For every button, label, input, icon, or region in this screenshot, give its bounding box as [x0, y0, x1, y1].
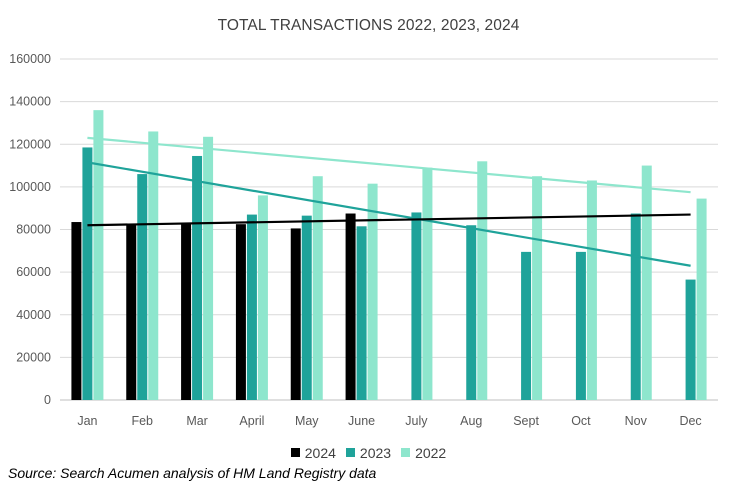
legend-label: 2022: [415, 444, 447, 461]
x-tick-label: April: [239, 414, 264, 428]
bar-2024-feb: [126, 224, 137, 400]
y-tick-label: 140000: [9, 95, 51, 109]
x-tick-label: Oct: [571, 414, 591, 428]
y-tick-label: 80000: [16, 223, 51, 237]
bar-2023-july: [411, 212, 422, 400]
y-tick-label: 120000: [9, 137, 51, 151]
bar-2022-april: [257, 195, 268, 400]
bar-2023-feb: [137, 174, 148, 400]
bar-2024-mar: [181, 224, 192, 400]
bar-2023-june: [356, 226, 367, 400]
y-tick-label: 60000: [16, 265, 51, 279]
bar-2022-dec: [696, 198, 707, 400]
x-tick-label: Feb: [131, 414, 153, 428]
legend-label: 2023: [359, 444, 392, 461]
x-tick-label: Dec: [679, 414, 701, 428]
bar-2024-may: [290, 228, 301, 400]
x-tick-label: Aug: [460, 414, 482, 428]
bar-2023-dec: [685, 279, 696, 400]
bar-2023-mar: [192, 155, 203, 400]
y-tick-label: 0: [44, 393, 51, 407]
x-tick-label: Jan: [77, 414, 97, 428]
bar-2022-mar: [203, 136, 214, 400]
bar-2024-jan: [71, 222, 82, 400]
bar-2024-june: [345, 213, 356, 400]
trendline-2022: [87, 136, 691, 194]
legend-item-2024: 2024: [290, 444, 336, 461]
bar-2022-june: [367, 183, 378, 400]
legend-item-2023: 2023: [345, 444, 392, 461]
trendline-2024: [87, 213, 691, 227]
y-tick-label: 160000: [9, 52, 51, 66]
bar-2022-nov: [641, 165, 652, 400]
bar-2023-sept: [521, 251, 532, 400]
source-note: Source: Search Acumen analysis of HM Lan…: [8, 465, 377, 481]
x-tick-label: June: [348, 414, 375, 428]
bar-2022-feb: [148, 131, 159, 400]
chart-legend: 2024 2023 2022: [0, 444, 737, 461]
legend-label: 2024: [304, 444, 336, 461]
trendline-2023: [87, 161, 691, 267]
bar-2023-aug: [466, 225, 477, 400]
x-tick-label: Sept: [513, 414, 539, 428]
chart-title: TOTAL TRANSACTIONS 2022, 2023, 2024: [217, 17, 520, 34]
bar-2023-oct: [575, 251, 586, 400]
bar-2022-may: [312, 176, 323, 400]
bar-2023-jan: [82, 147, 93, 400]
bar-2023-may: [301, 215, 312, 400]
bar-2022-oct: [586, 180, 597, 400]
legend-swatch: [290, 448, 300, 457]
bar-2023-nov: [630, 213, 641, 400]
x-tick-label: July: [405, 414, 428, 428]
legend-swatch: [345, 448, 355, 457]
x-tick-label: Nov: [625, 414, 648, 428]
bar-2022-july: [422, 167, 433, 400]
bar-2022-aug: [477, 161, 488, 400]
x-tick-label: Mar: [186, 414, 208, 428]
legend-swatch: [401, 448, 411, 457]
y-tick-label: 40000: [16, 308, 51, 322]
y-tick-label: 20000: [16, 350, 51, 364]
bar-2022-sept: [532, 176, 543, 400]
legend-item-2022: 2022: [401, 445, 446, 461]
x-tick-label: May: [295, 414, 319, 428]
bar-2022-jan: [93, 110, 104, 401]
bar-2024-april: [235, 224, 246, 400]
bar-2023-april: [246, 214, 257, 400]
y-tick-label: 100000: [9, 180, 51, 194]
